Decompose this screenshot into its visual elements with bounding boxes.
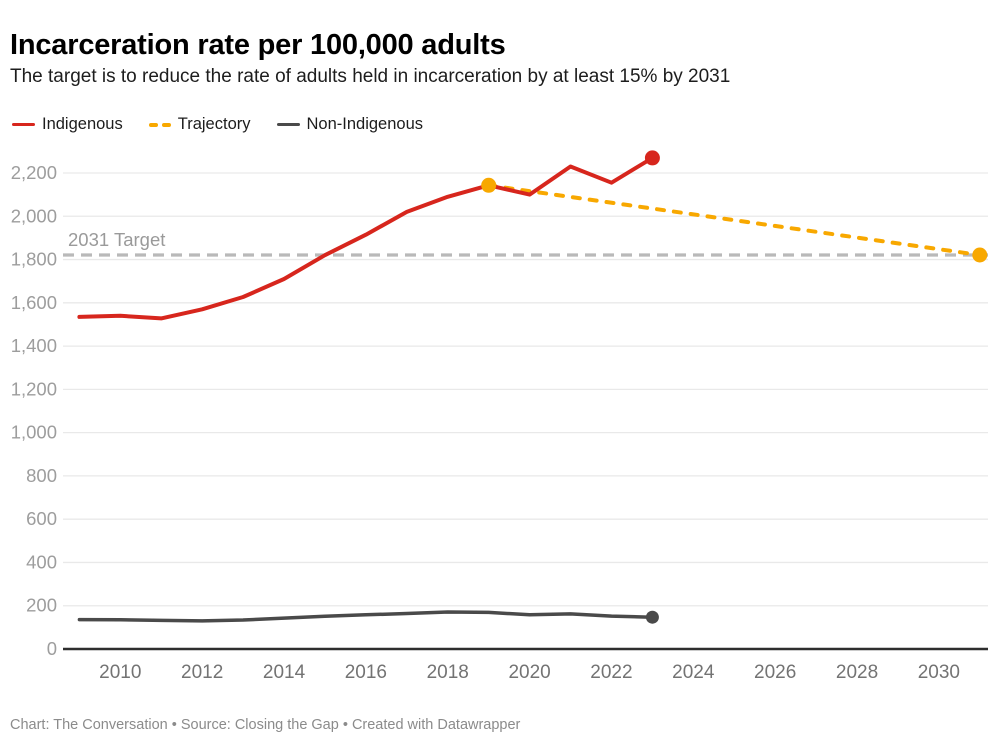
- y-tick-label: 400: [26, 551, 57, 572]
- y-tick-label: 2,200: [11, 162, 57, 183]
- y-tick-label: 1,400: [11, 335, 57, 356]
- y-tick-label: 800: [26, 465, 57, 486]
- x-tick-label: 2028: [836, 662, 878, 683]
- x-tick-label: 2030: [918, 662, 960, 683]
- legend-label: Non-Indigenous: [306, 115, 424, 133]
- x-tick-label: 2010: [99, 662, 141, 683]
- legend-item-trajectory: Trajectory: [148, 115, 251, 134]
- series-line-non-indigenous: [77, 610, 655, 623]
- y-tick-label: 1,600: [11, 292, 57, 313]
- y-tick-label: 600: [26, 508, 57, 529]
- y-tick-label: 0: [47, 638, 57, 659]
- x-tick-label: 2026: [754, 662, 796, 683]
- x-tick-label: 2016: [345, 662, 387, 683]
- line-swatch-icon: [276, 122, 300, 127]
- x-tick-label: 2014: [263, 662, 306, 683]
- x-tick-label: 2022: [590, 662, 632, 683]
- line-swatch-icon: [12, 122, 35, 127]
- y-tick-label: 1,000: [11, 422, 57, 443]
- data-point-dot-non-indigenous: [645, 610, 659, 624]
- y-tick-label: 200: [26, 595, 57, 616]
- data-point-dot-indigenous: [644, 150, 660, 166]
- chart-canvas: 0 200 400 600 800 1,000 1,200 1,400 1,600 1,800 2,…: [11, 150, 988, 683]
- y-tick-label: 2,000: [11, 205, 57, 226]
- dashed-line-swatch-icon: [148, 122, 171, 127]
- legend-item-indigenous: Indigenous: [12, 115, 123, 134]
- series-line-trajectory: [486, 183, 982, 257]
- x-tick-label: 2012: [181, 662, 223, 683]
- legend-label: Indigenous: [42, 115, 123, 133]
- y-tick-label: 1,800: [11, 249, 57, 270]
- x-tick-label: 2020: [508, 662, 550, 683]
- chart-title: Incarceration rate per 100,000 adults: [10, 29, 506, 62]
- target-line-label: 2031 Target: [68, 229, 165, 250]
- legend-label: Trajectory: [177, 115, 251, 133]
- data-point-dot-trajectory: [481, 177, 497, 193]
- chart-subtitle: The target is to reduce the rate of adul…: [10, 66, 731, 87]
- y-tick-label: 1,200: [11, 378, 57, 399]
- series-line-indigenous: [77, 155, 655, 321]
- chart-footer: Chart: The Conversation • Source: Closin…: [10, 717, 521, 733]
- data-point-dot-trajectory: [972, 247, 988, 263]
- x-tick-label: 2024: [672, 662, 715, 683]
- chart-area: 0 200 400 600 800 1,000 1,200 1,400 1,600 1,800 2,…: [0, 140, 1000, 705]
- legend-item-non-indigenous: Non-Indigenous: [276, 115, 424, 134]
- x-tick-label: 2018: [427, 662, 469, 683]
- legend: Indigenous Trajectory Non-Indigenous: [12, 115, 423, 134]
